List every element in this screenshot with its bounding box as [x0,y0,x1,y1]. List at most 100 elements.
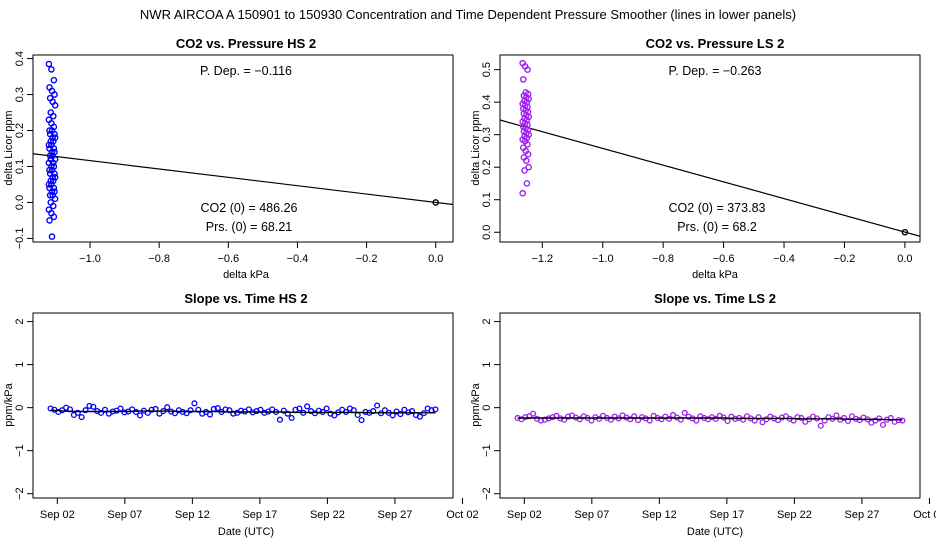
panel-slope-vs-time-hs: Slope vs. Time HS 2 Date (UTC) ppm/kPa [3,291,308,538]
y-tick-label: 0.1 [14,159,26,174]
x-tick-label: −0.4 [287,253,309,265]
x-tick-label: Sep 27 [844,509,879,521]
data-point [86,402,93,409]
data-point [98,409,105,416]
data-point [45,60,53,68]
y-axis-label: ppm/kPa [470,382,482,426]
y-tick-label: −1 [481,444,493,457]
data-point [879,421,887,428]
data-point [794,414,801,421]
y-axis-label: ppm/kPa [3,382,15,426]
y-axis-label: delta Licor ppm [3,110,15,185]
data-point [49,202,57,210]
y-tick-label: 0.4 [481,95,493,110]
data-point [876,415,883,422]
x-tick-label: −0.6 [713,253,735,265]
suptitle: NWR AIRCOA A 150901 to 150930 Concentrat… [140,7,796,22]
plot-frame [499,54,921,243]
y-tick-label: −1 [14,444,26,457]
y-tick-label: 0.2 [481,160,493,175]
data-point [304,403,311,410]
data-point [46,217,53,224]
y-tick-label: 0.2 [14,123,26,138]
data-point [397,411,404,418]
data-point [817,422,824,429]
x-tick-label: −0.8 [148,253,170,265]
data-point [755,414,762,421]
data-point [206,411,214,418]
data-point [50,76,58,84]
data-point [739,416,747,423]
data-point [524,141,531,148]
y-tick-label: −2 [14,487,26,500]
y-tick-label: 0.3 [14,87,26,102]
y-tick-label: 2 [481,319,493,325]
data-point [354,411,361,419]
data-point [78,414,85,421]
panel-title: CO2 vs. Pressure HS 2 [176,36,316,51]
x-axis-label: delta kPa [692,269,739,281]
data-point [416,413,423,420]
data-point [74,409,81,416]
data-point [46,152,54,159]
x-axis-label: Date (UTC) [687,526,743,538]
data-point [323,405,330,412]
panel-title: Slope vs. Time HS 2 [184,291,307,306]
data-point [522,414,529,421]
data-point [276,416,283,423]
x-tick-label: Sep 02 [40,509,75,521]
plot-p4: Sep 02 Sep 07 Sep 12 Sep 17 Sep 22 Sep 27 Oct … [481,312,936,521]
x-axis-label: delta kPa [223,269,270,281]
data-point [238,407,245,414]
plot-p3: Sep 02 Sep 07 Sep 12 Sep 17 Sep 22 Sep 27 Oct … [14,312,479,521]
y-tick-label: 0 [481,405,493,411]
data-point [191,400,198,407]
y-tick-label: 0.4 [14,51,26,66]
x-tick-label: Sep 12 [175,509,210,521]
x-tick-label: −1.0 [79,253,101,265]
x-tick-label: −0.2 [834,253,856,265]
data-point [759,419,766,426]
y-tick-label: 0 [14,405,26,411]
data-point [523,180,531,187]
x-tick-label: Sep 07 [574,509,609,521]
data-point [48,66,55,73]
fit-line [33,153,453,206]
data-point [524,150,532,158]
x-tick-label: Sep 02 [507,509,542,521]
data-point [841,414,848,422]
data-point [561,416,568,423]
y-tick-label: 2 [14,319,26,325]
x-tick-label: 0.0 [897,253,912,265]
x-tick-label: −1.0 [592,253,614,265]
data-point [519,189,526,197]
data-point [90,403,97,410]
data-point [798,414,805,422]
y-tick-label: 0.0 [14,195,26,210]
y-tick-label: −0.1 [14,228,26,250]
data-point [576,416,583,423]
data-point [82,407,89,414]
data-point [677,416,684,423]
plot-frame [499,312,921,499]
data-point [51,195,59,203]
y-axis-label: delta Licor ppm [470,110,482,185]
data-point [284,410,291,417]
data-point [607,416,614,423]
panel-co2-vs-pressure-hs: CO2 vs. Pressure HS 2 delta kPa delta Li… [3,36,316,281]
data-point [46,166,53,174]
data-point [214,405,221,412]
x-tick-label: −0.2 [356,253,378,265]
fit-line [500,119,920,237]
data-point [712,415,719,422]
x-tick-label: Oct 02 [446,509,478,521]
data-point [681,409,688,416]
data-point [899,417,906,424]
annotation-p-dep: P. Dep. = −0.116 [200,64,292,78]
x-tick-label: Sep 22 [310,509,345,521]
data-point [51,91,58,98]
y-tick-label: 0.1 [481,192,493,207]
smoother-line [50,409,436,414]
data-point [187,407,194,414]
